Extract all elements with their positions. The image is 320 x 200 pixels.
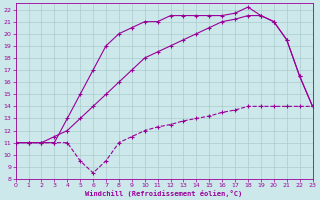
X-axis label: Windchill (Refroidissement éolien,°C): Windchill (Refroidissement éolien,°C)	[85, 190, 243, 197]
